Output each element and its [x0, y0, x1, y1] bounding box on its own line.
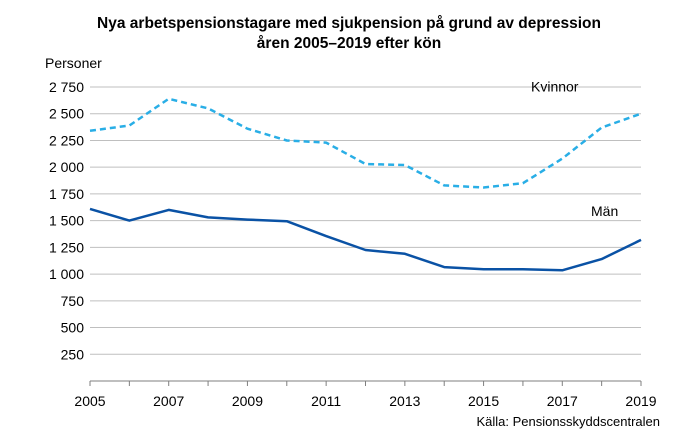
x-tick-label-2005: 2005	[74, 393, 105, 409]
series-label-kvinnor: Kvinnor	[531, 79, 579, 95]
x-tick-label-2013: 2013	[389, 393, 420, 409]
y-tick-label-2250: 2 250	[49, 132, 84, 148]
grid-lines	[90, 86, 641, 355]
x-tick-labels: 2005 2007 2009 2011 2013 2015 2017 2019	[74, 393, 656, 409]
y-tick-label-1500: 1 500	[49, 213, 84, 229]
y-tick-label-2500: 2 500	[49, 106, 84, 122]
x-tick-label-2017: 2017	[547, 393, 578, 409]
x-tick-label-2015: 2015	[468, 393, 499, 409]
chart-title-line-1: Nya arbetspensionstagare med sjukpension…	[97, 15, 601, 32]
y-tick-label-500: 500	[61, 320, 85, 336]
x-tick-label-2009: 2009	[232, 393, 263, 409]
x-tick-label-2019: 2019	[625, 393, 656, 409]
y-axis-label: Personer	[45, 55, 102, 71]
series-lines	[89, 97, 642, 272]
y-tick-label-2000: 2 000	[49, 159, 84, 175]
axes	[89, 380, 642, 386]
source-note: Källa: Pensionsskyddscentralen	[476, 414, 660, 429]
y-tick-labels: 250 500 750 1 000 1 250 1 500 1 750 2 000 2 250 2…	[49, 79, 84, 362]
y-tick-label-1750: 1 750	[49, 186, 84, 202]
series-labels: Kvinnor Män	[531, 79, 618, 219]
y-tick-label-2750: 2 750	[49, 79, 84, 95]
series-label-man: Män	[591, 203, 618, 219]
chart-title-line-2: åren 2005–2019 efter kön	[256, 35, 442, 52]
series-line-man	[89, 207, 642, 272]
x-tick-label-2011: 2011	[311, 393, 341, 409]
chart-title: Nya arbetspensionstagare med sjukpension…	[0, 14, 698, 54]
y-tick-label-1000: 1 000	[49, 266, 84, 282]
y-tick-label-250: 250	[61, 346, 85, 362]
series-line-kvinnor	[89, 97, 642, 189]
x-tick-label-2007: 2007	[153, 393, 184, 409]
y-tick-label-750: 750	[61, 293, 85, 309]
y-tick-label-1250: 1 250	[49, 239, 84, 255]
